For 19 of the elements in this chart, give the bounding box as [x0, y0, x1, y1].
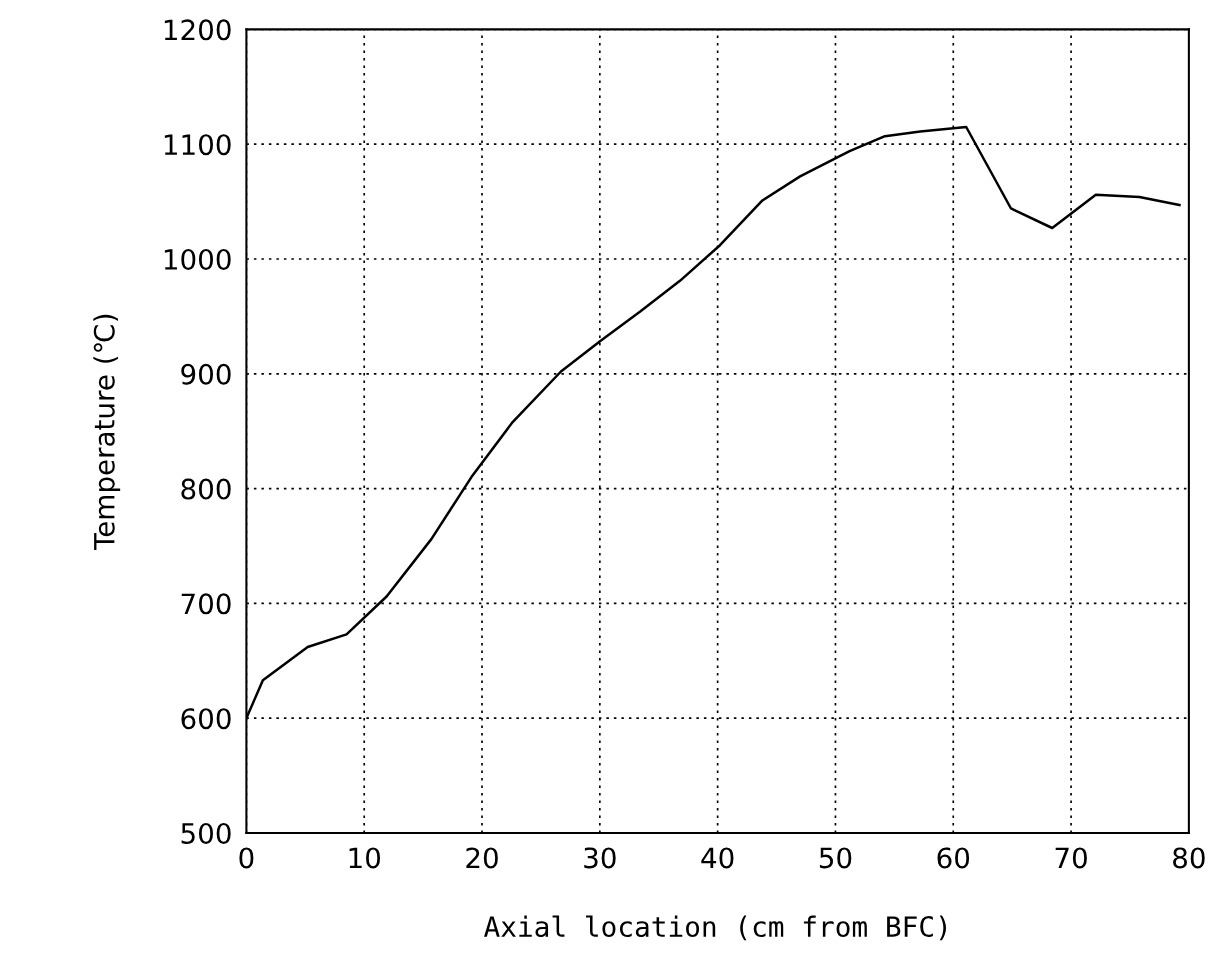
y-tick-label: 800 [181, 478, 231, 500]
y-tick-label: 1200 [164, 19, 231, 41]
y-tick-label: 1100 [164, 134, 231, 156]
x-tick-label: 40 [701, 847, 734, 869]
y-tick-label: 900 [181, 363, 231, 385]
x-tick-label: 80 [1173, 847, 1205, 869]
x-tick-label: 0 [239, 847, 254, 869]
x-tick-label: 70 [1055, 847, 1087, 869]
x-tick-label: 60 [937, 847, 970, 869]
y-tick-label: 1000 [164, 248, 231, 270]
x-tick-label: 20 [466, 847, 498, 869]
y-tick-label: 500 [181, 822, 231, 844]
x-tick-label: 50 [819, 847, 852, 869]
y-axis-title: Temperature (℃) [93, 314, 121, 551]
y-tick-label: 600 [181, 708, 231, 730]
x-tick-label: 10 [349, 847, 381, 869]
x-tick-label: 30 [584, 847, 616, 869]
x-axis-title: Axial location (cm from BFC) [484, 915, 946, 941]
y-tick-label: 700 [181, 593, 231, 615]
